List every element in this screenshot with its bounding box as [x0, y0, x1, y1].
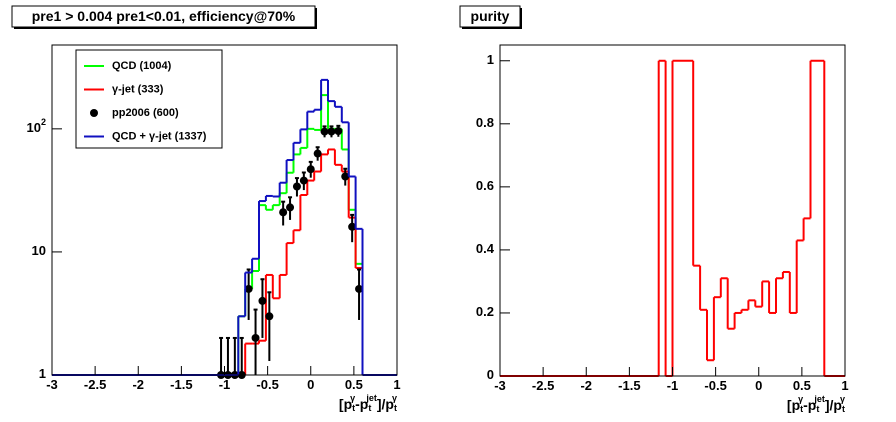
- y-tick-label: 0.2: [476, 304, 494, 319]
- x-axis-label: [ptγ-ptjet]/ptγ: [787, 394, 845, 414]
- x-axis-label: [ptγ-ptjet]/ptγ: [339, 393, 397, 413]
- x-tick-label: 1: [841, 378, 848, 393]
- data-point: [251, 333, 260, 342]
- x-tick-label: -2: [132, 377, 144, 392]
- chart-title: pre1 > 0.004 pre1<0.01, efficiency@70%: [32, 8, 296, 24]
- data-point: [279, 208, 288, 217]
- y-tick-label: 1: [39, 366, 46, 381]
- x-tick-label: 0: [755, 378, 762, 393]
- x-tick-label: -2.5: [84, 377, 106, 392]
- x-tick-label: -1: [667, 378, 679, 393]
- data-point: [320, 127, 329, 136]
- y-tick-label: 0.4: [476, 241, 495, 256]
- y-tick-label: 0: [487, 367, 494, 382]
- legend-marker: [90, 109, 98, 117]
- title-box: [11, 5, 316, 28]
- x-tick-label: -0.5: [256, 377, 278, 392]
- data-point: [299, 176, 308, 185]
- y-tick-label: 102: [27, 117, 46, 135]
- data-point: [313, 149, 322, 158]
- x-tick-label: -3: [494, 378, 506, 393]
- y-tick-label: 0.6: [476, 178, 494, 193]
- plot-frame-border: [51, 44, 398, 376]
- data-point: [244, 284, 253, 293]
- data-point: [327, 127, 336, 136]
- chart-title: purity: [471, 8, 510, 24]
- x-tick-label: -3: [46, 377, 58, 392]
- x-tick-label: 1: [393, 377, 400, 392]
- data-point: [292, 182, 301, 191]
- x-tick-label: -1.5: [170, 377, 192, 392]
- y-tick-label: 1: [487, 52, 494, 67]
- y-tick-label: 10: [32, 243, 46, 258]
- data-point: [265, 312, 274, 321]
- legend-label: γ-jet (333): [112, 83, 164, 95]
- x-tick-label: -1: [219, 377, 231, 392]
- data-point: [355, 284, 364, 293]
- legend-label: QCD (1004): [112, 60, 172, 72]
- data-point: [286, 203, 295, 212]
- title-box: [459, 5, 521, 28]
- x-tick-label: -2: [580, 378, 592, 393]
- x-tick-label: 0: [307, 377, 314, 392]
- plot-frame-border: [499, 44, 846, 377]
- x-tick-label: 0.5: [345, 377, 363, 392]
- data-point: [258, 296, 267, 305]
- x-tick-label: 0.5: [793, 378, 811, 393]
- data-point: [348, 222, 357, 231]
- x-tick-label: -0.5: [704, 378, 726, 393]
- data-point: [334, 127, 343, 136]
- y-tick-label: 0.8: [476, 115, 494, 130]
- legend-label: QCD + γ-jet (1337): [112, 130, 207, 142]
- data-point: [341, 172, 350, 181]
- x-tick-label: -2.5: [532, 378, 554, 393]
- legend-label: pp2006 (600): [112, 107, 179, 119]
- x-tick-label: -1.5: [618, 378, 640, 393]
- data-point: [306, 165, 315, 174]
